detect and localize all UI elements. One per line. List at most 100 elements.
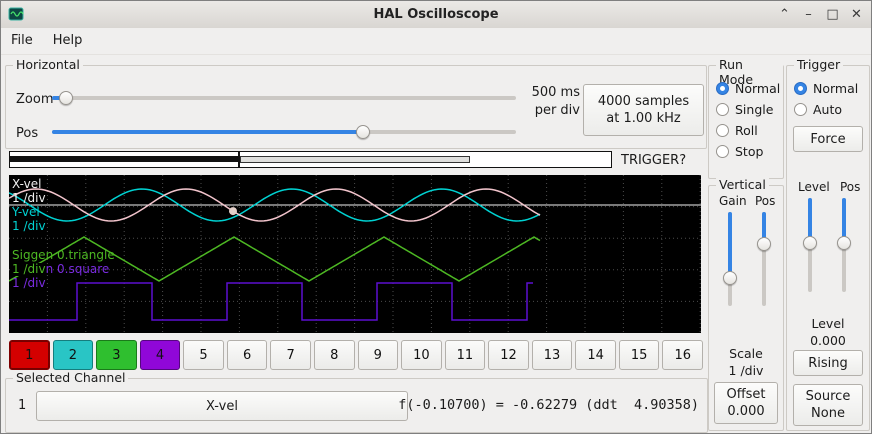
trigger-position-marker bbox=[238, 152, 240, 167]
zoom-label: Zoom bbox=[16, 92, 54, 107]
slider-knob[interactable] bbox=[837, 236, 851, 251]
trigger-pos-header: Pos bbox=[840, 180, 861, 194]
channel-button-15[interactable]: 15 bbox=[618, 340, 660, 370]
channel-button-12[interactable]: 12 bbox=[488, 340, 529, 370]
trigger-level-slider[interactable] bbox=[802, 198, 818, 292]
siggen-0-triangle-trace bbox=[9, 236, 541, 282]
selected-channel-number: 1 bbox=[18, 398, 27, 413]
record-position-bar bbox=[9, 151, 612, 168]
channel-button-16[interactable]: 16 bbox=[662, 340, 703, 370]
horizontal-pos-slider[interactable] bbox=[52, 124, 516, 140]
radio-icon bbox=[716, 145, 729, 158]
vertical-pos-slider[interactable] bbox=[756, 212, 772, 306]
trigger-radio-auto[interactable]: Auto bbox=[794, 99, 858, 120]
channel-button-8[interactable]: 8 bbox=[313, 340, 355, 370]
offset-button[interactable]: Offset 0.000 bbox=[714, 382, 778, 424]
scale-value: 1 /div bbox=[728, 363, 764, 378]
slider-knob[interactable] bbox=[757, 236, 771, 251]
signal-readout: f(-0.10700) = -0.62279 (ddt 4.90358) bbox=[398, 397, 699, 413]
run-mode-group-label: Run Mode bbox=[716, 57, 783, 87]
channel-button-7[interactable]: 7 bbox=[270, 340, 311, 370]
force-button[interactable]: Force bbox=[793, 126, 863, 152]
shade-icon[interactable]: ⌃ bbox=[779, 7, 790, 22]
time-per-div-value: 500 ms bbox=[531, 85, 580, 100]
scope-display[interactable]: X-vel 1 /div Y-vel 1 /div Siggen 0.triangle S… bbox=[9, 175, 701, 333]
slider-fill bbox=[808, 198, 812, 244]
close-icon[interactable]: ✕ bbox=[851, 7, 862, 22]
radio-label: Single bbox=[735, 102, 774, 117]
slider-knob[interactable] bbox=[355, 125, 370, 139]
radio-label: Stop bbox=[735, 144, 764, 159]
pos-label: Pos bbox=[16, 126, 39, 141]
trigger-radio-normal[interactable]: Normal bbox=[794, 78, 858, 99]
run-mode-radio-stop[interactable]: Stop bbox=[716, 141, 780, 162]
radio-icon bbox=[794, 103, 807, 116]
siggen-0-square-trace bbox=[9, 282, 533, 321]
slider-fill bbox=[728, 212, 732, 278]
slider-track bbox=[762, 212, 766, 306]
run-mode-radio-single[interactable]: Single bbox=[716, 99, 780, 120]
channel-button-14[interactable]: 14 bbox=[575, 340, 616, 370]
radio-icon bbox=[794, 82, 807, 95]
samples-line2: at 1.00 kHz bbox=[606, 111, 681, 126]
run-mode-radio-roll[interactable]: Roll bbox=[716, 120, 780, 141]
channel-button-2[interactable]: 2 bbox=[52, 340, 94, 370]
channel-name-button[interactable]: X-vel bbox=[36, 391, 408, 421]
y-vel-trace bbox=[9, 188, 541, 222]
radio-label: Roll bbox=[735, 123, 758, 138]
channel-button-3[interactable]: 3 bbox=[96, 340, 137, 370]
trigger-group: Trigger Normal Auto Force Level Pos Level… bbox=[786, 57, 870, 431]
slider-fill bbox=[762, 212, 766, 244]
offset-value: 0.000 bbox=[727, 404, 765, 419]
horizontal-group: Horizontal Zoom 500 ms per div 4000 samp… bbox=[5, 57, 707, 149]
channel-button-10[interactable]: 10 bbox=[401, 340, 442, 370]
channel-button-13[interactable]: 13 bbox=[531, 340, 573, 370]
trigger-level-label: Level bbox=[811, 316, 845, 331]
maximize-icon[interactable]: □ bbox=[826, 7, 839, 22]
offset-label: Offset bbox=[726, 387, 766, 402]
time-per-div-label: per div bbox=[534, 103, 580, 118]
trigger-level-value: 0.000 bbox=[810, 333, 846, 348]
slider-knob[interactable] bbox=[803, 236, 817, 251]
vertical-group: Vertical Gain Pos Scale 1 /div Offset 0.… bbox=[708, 177, 784, 431]
menubar: File Help bbox=[1, 28, 871, 55]
window-controls: ⌃ – □ ✕ bbox=[776, 1, 865, 28]
trigger-group-label: Trigger bbox=[794, 57, 844, 72]
run-mode-options: Normal Single Roll Stop bbox=[716, 78, 780, 162]
view-window-indicator bbox=[240, 156, 470, 163]
zoom-slider[interactable] bbox=[52, 90, 516, 106]
channel-button-1[interactable]: 1 bbox=[9, 340, 50, 370]
radio-icon bbox=[716, 82, 729, 95]
minimize-icon[interactable]: – bbox=[805, 7, 812, 22]
app-icon bbox=[8, 6, 24, 22]
samples-button[interactable]: 4000 samples at 1.00 kHz bbox=[583, 84, 704, 136]
slider-track bbox=[52, 96, 516, 100]
cursor-marker[interactable] bbox=[229, 207, 237, 216]
gain-header: Gain bbox=[719, 194, 747, 208]
titlebar[interactable]: HAL Oscilloscope ⌃ – □ ✕ bbox=[1, 1, 871, 29]
channel-button-9[interactable]: 9 bbox=[357, 340, 399, 370]
menu-help[interactable]: Help bbox=[52, 33, 83, 48]
selected-channel-group: Selected Channel 1 X-vel f(-0.10700) = -… bbox=[5, 370, 708, 433]
time-per-div: 500 ms per div bbox=[518, 84, 580, 120]
trigger-pos-slider[interactable] bbox=[836, 198, 852, 292]
channel-button-11[interactable]: 11 bbox=[444, 340, 486, 370]
horizontal-group-label: Horizontal bbox=[13, 57, 83, 72]
scope-canvas bbox=[9, 175, 701, 333]
run-mode-group: Run Mode Normal Single Roll Stop bbox=[708, 57, 784, 179]
trigger-level-header: Level bbox=[798, 180, 830, 194]
channel-button-5[interactable]: 5 bbox=[183, 340, 224, 370]
radio-label: Auto bbox=[813, 102, 843, 117]
selected-channel-group-label: Selected Channel bbox=[13, 370, 129, 385]
slider-knob[interactable] bbox=[58, 91, 73, 105]
x-vel-trace bbox=[9, 188, 541, 222]
channel-button-4[interactable]: 4 bbox=[139, 340, 181, 370]
gain-slider[interactable] bbox=[722, 212, 738, 306]
edge-button[interactable]: Rising bbox=[793, 350, 863, 376]
slider-knob[interactable] bbox=[723, 270, 737, 285]
source-value: None bbox=[811, 406, 845, 421]
menu-file[interactable]: File bbox=[11, 33, 33, 48]
run-mode-radio-normal[interactable]: Normal bbox=[716, 78, 780, 99]
channel-button-6[interactable]: 6 bbox=[226, 340, 268, 370]
source-button[interactable]: Source None bbox=[793, 384, 863, 426]
